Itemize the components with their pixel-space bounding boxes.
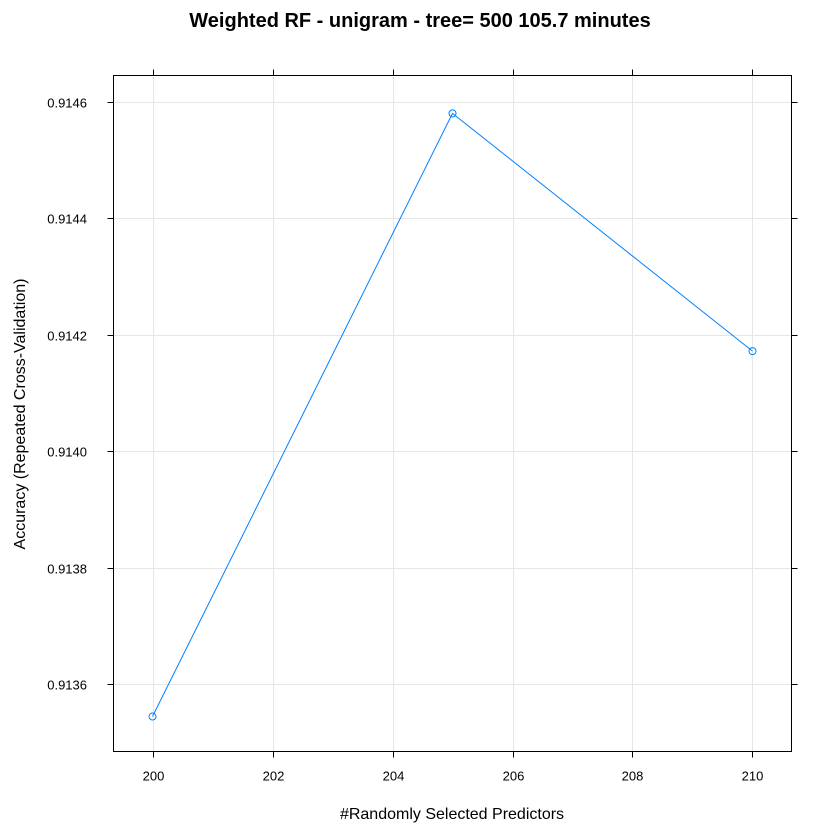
x-tick-label: 208 — [622, 769, 644, 784]
grid — [113, 75, 792, 752]
x-tick-labels: 200 202 204 206 208 210 — [143, 769, 764, 784]
chart-title: Weighted RF - unigram - tree= 500 105.7 … — [189, 10, 650, 32]
plot-frame — [113, 75, 792, 752]
x-axis-title: #Randomly Selected Predictors — [340, 806, 564, 823]
series-group — [148, 109, 757, 721]
y-tick-label: 0.9144 — [47, 212, 87, 227]
data-point — [448, 109, 457, 118]
y-tick-label: 0.9142 — [47, 329, 87, 344]
tick-marks — [107, 69, 798, 758]
y-tick-label: 0.9136 — [47, 678, 87, 693]
y-axis-title: Accuracy (Repeated Cross-Validation) — [12, 279, 29, 550]
y-tick-label: 0.9140 — [47, 445, 87, 460]
y-tick-label: 0.9138 — [47, 562, 87, 577]
y-tick-labels: 0.9136 0.9138 0.9140 0.9142 0.9144 0.9146 — [47, 96, 87, 693]
data-point — [148, 712, 157, 721]
x-tick-label: 202 — [263, 769, 285, 784]
x-tick-label: 204 — [383, 769, 405, 784]
series-line — [152, 112, 753, 717]
x-tick-label: 210 — [742, 769, 764, 784]
y-tick-label: 0.9146 — [47, 96, 87, 111]
data-point — [748, 347, 757, 356]
x-tick-label: 206 — [503, 769, 525, 784]
x-tick-label: 200 — [143, 769, 165, 784]
